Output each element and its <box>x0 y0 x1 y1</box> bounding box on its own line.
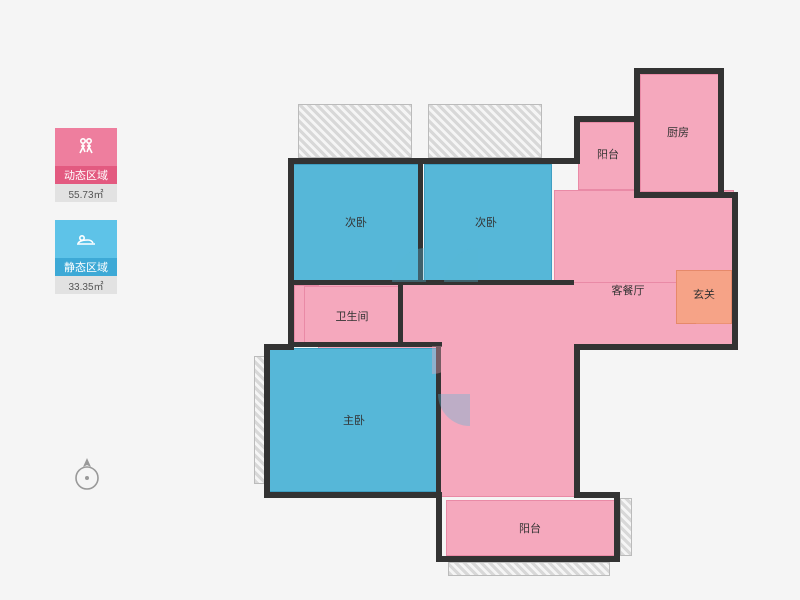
legend-value-static: 33.35㎡ <box>55 276 117 294</box>
door-arc <box>438 394 470 426</box>
door-arc <box>444 248 478 282</box>
hatch-area <box>298 104 412 158</box>
wall-segment <box>614 492 620 562</box>
floorplan: 厨房阳台客餐厅玄关次卧次卧卫生间主卧阳台 <box>258 32 748 576</box>
hatch-area <box>428 104 542 158</box>
legend-value-dynamic: 55.73㎡ <box>55 184 117 202</box>
wall-segment <box>264 344 270 496</box>
room-label-balcony-bottom: 阳台 <box>519 520 541 536</box>
legend-item-static: 静态区域 33.35㎡ <box>55 220 117 294</box>
sleep-icon <box>55 220 117 258</box>
room-label-bedroom2a: 次卧 <box>345 214 367 230</box>
wall-segment <box>634 68 724 74</box>
wall-segment <box>732 192 738 350</box>
wall-segment <box>574 344 580 498</box>
legend-label-dynamic: 动态区域 <box>55 166 117 184</box>
legend-item-dynamic: 动态区域 55.73㎡ <box>55 128 117 202</box>
door-arc <box>696 290 730 324</box>
wall-segment <box>634 68 640 198</box>
legend-label-static: 静态区域 <box>55 258 117 276</box>
wall-segment <box>436 492 442 562</box>
door-arc <box>580 156 610 186</box>
room-label-bedroom2b: 次卧 <box>475 214 497 230</box>
wall-segment <box>264 492 442 498</box>
door-arc <box>432 346 460 374</box>
people-icon <box>55 128 117 166</box>
room-label-master-bedroom: 主卧 <box>343 412 365 428</box>
wall-segment <box>574 116 638 122</box>
wall-segment <box>436 556 620 562</box>
wall-segment <box>574 344 738 350</box>
wall-segment <box>718 68 724 198</box>
wall-segment <box>552 158 580 164</box>
room-label-bathroom: 卫生间 <box>336 308 369 324</box>
room-label-kitchen: 厨房 <box>667 124 689 140</box>
wall-segment <box>288 158 294 348</box>
wall-segment <box>288 280 574 285</box>
door-arc <box>392 248 426 282</box>
wall-segment <box>574 492 620 498</box>
hatch-area <box>448 562 610 576</box>
hatch-area <box>620 498 632 556</box>
wall-segment <box>398 285 403 345</box>
legend: 动态区域 55.73㎡ 静态区域 33.35㎡ <box>55 128 117 312</box>
compass-icon <box>72 456 102 492</box>
wall-segment <box>288 158 574 164</box>
wall-segment <box>288 342 442 347</box>
room-label-living: 客餐厅 <box>612 282 645 298</box>
